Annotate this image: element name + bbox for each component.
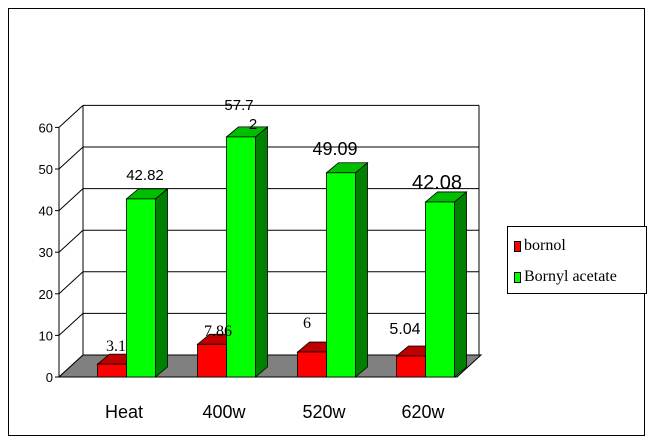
y-tick-label: 10 (39, 328, 53, 343)
bar-bornyl-acetate (125, 188, 169, 378)
bar-front (226, 136, 256, 378)
y-tick-label: 20 (39, 287, 53, 302)
data-label: 49.09 (312, 139, 357, 159)
x-tick-label: 620w (401, 402, 445, 422)
legend: bornol Bornyl acetate (507, 226, 647, 294)
y-tick-label: 50 (39, 162, 53, 177)
legend-swatch-green (514, 271, 521, 283)
legend-label: Bornyl acetate (524, 268, 617, 285)
y-tick-label: 0 (46, 370, 53, 385)
bar-front (396, 355, 426, 378)
data-label: 57.7 (224, 97, 253, 114)
legend-label: bornol (524, 237, 566, 254)
data-labels: 3.1 42.82 7.86 57.7 2 6 49.09 5.04 42.08 (106, 97, 462, 355)
legend-swatch-red (514, 240, 521, 252)
x-tick-label: Heat (105, 402, 143, 422)
bar-side (255, 126, 268, 378)
x-tick-label: 520w (302, 402, 346, 422)
bar-front (297, 351, 327, 378)
bars (96, 126, 468, 378)
y-tick-label: 30 (39, 245, 53, 260)
bar-bornyl-acetate (424, 191, 468, 378)
bar-side (355, 161, 368, 378)
legend-item-bornyl-acetate: Bornyl acetate (514, 268, 617, 286)
data-label: 5.04 (389, 321, 420, 338)
gridline-connector (58, 146, 84, 170)
gridline-connector (58, 105, 84, 128)
y-tick-label: 60 (39, 120, 53, 135)
bar-bornyl-acetate (225, 126, 269, 378)
gridline-connector (58, 229, 84, 253)
data-label: 42.82 (126, 167, 164, 184)
y-tick-label: 40 (39, 204, 53, 219)
gridline-connector (58, 271, 84, 295)
gridline-connector (58, 188, 84, 211)
bar-side (155, 188, 168, 378)
chart-frame: 0 10 20 30 40 50 60 3.1 42.82 7.86 57.7 2 6 49.09 5.0… (8, 8, 647, 436)
data-label: 2 (249, 116, 257, 133)
bar-front (197, 343, 227, 378)
bar-chart: 0 10 20 30 40 50 60 3.1 42.82 7.86 57.7 2 6 49.09 5.0… (39, 97, 483, 422)
bar-side (454, 191, 467, 378)
data-label: 6 (303, 315, 311, 332)
bar-front (97, 363, 127, 378)
data-label: 3.1 (106, 338, 126, 355)
bar-front (425, 201, 455, 378)
x-axis-labels: Heat 400w 520w 620w (105, 402, 446, 422)
bar-front (126, 198, 156, 378)
x-tick-label: 400w (202, 402, 246, 422)
data-label: 42.08 (412, 172, 462, 194)
bar-front (326, 172, 356, 378)
legend-item-bornol: bornol (514, 237, 566, 255)
gridline-connector (58, 313, 84, 336)
data-label: 7.86 (204, 323, 232, 340)
bar-bornyl-acetate (325, 161, 369, 378)
